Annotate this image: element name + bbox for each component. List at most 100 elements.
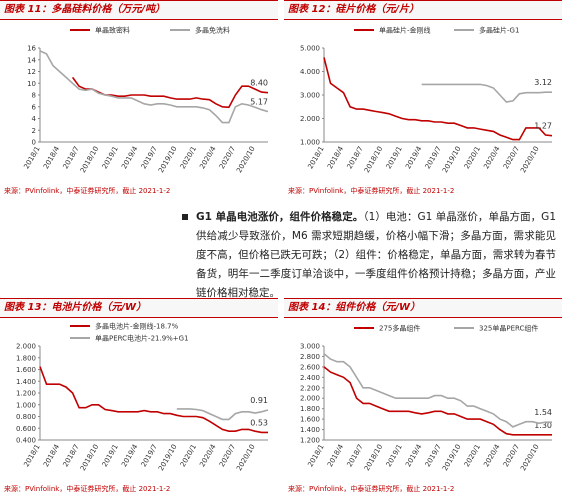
- figure-header: 图表 13：电池片价格（元/W）: [0, 298, 278, 318]
- legend-label: 单晶致密料: [95, 26, 130, 35]
- x-tick-label: 2020/7: [502, 145, 521, 170]
- figure-title: 组件价格（元/W）: [335, 302, 421, 313]
- x-tick-label: 2018/10: [363, 145, 384, 174]
- x-tick-label: 2020/7: [218, 145, 237, 170]
- data-label: 1.30: [534, 421, 552, 430]
- figure: 图表 12：硅片价格（元/片） 来源：PVinfolink，中泰证券研究所，截止 …: [284, 0, 562, 196]
- series-line: [71, 76, 269, 109]
- figure-title: 硅片价格（元/片）: [335, 4, 420, 15]
- figure-header: 图表 11：多晶硅料价格（万元/吨）: [0, 0, 278, 20]
- x-tick-label: 2018/7: [346, 443, 365, 468]
- x-tick-label: 2020/1: [179, 443, 198, 468]
- y-tick-label: 2.000: [16, 343, 36, 351]
- series-line: [323, 353, 552, 428]
- body-text: （1）电池：G1 单晶涨价，单晶方面，G1 供给减少导致涨价，M6 需求短期趋缓…: [196, 211, 556, 299]
- x-tick-label: 2018/4: [326, 443, 346, 469]
- figure-label: 图表 14：: [288, 302, 336, 313]
- y-tick-label: 14: [27, 56, 36, 64]
- figure-title: 多晶硅料价格（万元/吨）: [51, 4, 166, 15]
- x-tick-label: 2018/1: [306, 443, 325, 468]
- y-tick-label: 2.200: [300, 384, 320, 392]
- x-tick-label: 2019/1: [385, 443, 404, 468]
- chart: 1.200 1.400 1.600 1.800 2.000 2.200 2.400 2.600…: [300, 324, 552, 472]
- legend-label: 多晶电池片-金刚线-18.7%: [95, 322, 179, 331]
- figure-header: 图表 14：组件价格（元/W）: [284, 298, 562, 318]
- figure-label: 图表 13：: [4, 302, 52, 313]
- y-tick-label: 2.400: [300, 374, 320, 382]
- x-tick-label: 2018/7: [62, 145, 81, 170]
- x-tick-label: 2020/4: [482, 145, 502, 171]
- legend-label: 多晶硅片-G1: [479, 26, 519, 35]
- figure: 图表 14：组件价格（元/W） 来源：PVinfolink，中泰证券研究所，截止 …: [284, 298, 562, 494]
- legend-label: 单晶硅片-金刚线: [379, 26, 431, 35]
- x-tick-label: 2019/10: [441, 443, 462, 472]
- paragraph: G1 单晶电池涨价，组件价格稳定。（1）电池：G1 单晶涨价，单晶方面，G1 供…: [196, 208, 556, 303]
- x-tick-label: 2019/10: [157, 145, 178, 174]
- y-tick-label: 2.000: [300, 395, 320, 403]
- data-label: 0.91: [250, 396, 268, 405]
- y-tick-label: 3.000: [300, 343, 320, 351]
- figure: 图表 11：多晶硅料价格（万元/吨） 来源：PVinfolink，中泰证券研究所，…: [0, 0, 278, 196]
- y-tick-label: 1.400: [16, 378, 36, 386]
- x-tick-label: 2019/4: [404, 145, 424, 171]
- x-tick-label: 2020/10: [235, 443, 256, 472]
- data-label: 1.54: [534, 408, 552, 417]
- y-tick-label: 1.200: [300, 437, 320, 445]
- x-tick-label: 2020/7: [502, 443, 521, 468]
- y-tick-label: 2: [32, 127, 36, 135]
- series-line: [323, 366, 552, 436]
- x-tick-label: 2020/4: [198, 443, 218, 469]
- y-tick-label: 1.000: [16, 401, 36, 409]
- figure-header: 图表 12：硅片价格（元/片）: [284, 0, 562, 20]
- y-tick-label: 1.800: [16, 354, 36, 362]
- x-tick-label: 2019/1: [385, 145, 404, 170]
- x-tick-label: 2019/1: [101, 145, 120, 170]
- x-tick-label: 2019/4: [120, 145, 140, 171]
- x-tick-label: 2018/10: [79, 443, 100, 472]
- x-tick-label: 2018/1: [306, 145, 325, 170]
- x-tick-label: 2018/10: [79, 145, 100, 174]
- x-tick-label: 2020/1: [463, 145, 482, 170]
- series-line: [176, 408, 269, 421]
- x-tick-label: 2019/7: [140, 443, 159, 468]
- x-tick-label: 2018/10: [363, 443, 384, 472]
- y-tick-label: 2.800: [300, 353, 320, 361]
- source-note: 来源：PVinfolink，中泰证券研究所，截止 2021-1-2: [4, 485, 171, 493]
- y-tick-label: 3.000: [300, 92, 320, 100]
- figure: 图表 13：电池片价格（元/W） 来源：PVinfolink，中泰证券研究所，截止…: [0, 298, 278, 494]
- x-tick-label: 2020/7: [218, 443, 237, 468]
- y-tick-label: 1.400: [300, 426, 320, 434]
- chart: 0.400 0.600 0.800 1.000 1.200 1.400 1.600 1.800…: [16, 322, 269, 472]
- figure-title: 电池片价格（元/W）: [51, 302, 147, 313]
- y-tick-label: 1.600: [300, 416, 320, 424]
- series-line: [323, 57, 553, 141]
- x-tick-label: 2019/7: [424, 443, 443, 468]
- x-tick-label: 2020/1: [463, 443, 482, 468]
- bullet: [182, 214, 188, 220]
- x-tick-label: 2019/1: [101, 443, 120, 468]
- x-tick-label: 2019/7: [424, 145, 443, 170]
- source-note: 来源：PVinfolink，中泰证券研究所，截止 2021-1-2: [4, 187, 171, 195]
- y-tick-label: 0.400: [16, 437, 36, 445]
- figure-label: 图表 12：: [288, 4, 336, 15]
- x-tick-label: 2019/10: [441, 145, 462, 174]
- lead: G1 单晶电池涨价，组件价格稳定。: [196, 211, 364, 223]
- figure-label: 图表 11：: [4, 4, 52, 15]
- y-tick-label: 2.000: [300, 115, 320, 123]
- legend-label: 325单晶PERC组件: [479, 324, 538, 333]
- y-tick-label: 10: [27, 80, 36, 88]
- y-tick-label: 1.200: [16, 390, 36, 398]
- y-tick-label: 5.000: [300, 45, 320, 53]
- data-label: 1.27: [534, 122, 552, 131]
- x-tick-label: 2020/10: [235, 145, 256, 174]
- y-tick-label: 0: [32, 139, 36, 147]
- series-line: [39, 366, 268, 434]
- y-tick-label: 16: [27, 45, 36, 53]
- y-tick-label: 12: [27, 68, 36, 76]
- legend-label: 275多晶组件: [379, 324, 420, 333]
- y-tick-label: 4: [32, 115, 37, 123]
- x-tick-label: 2020/1: [179, 145, 198, 170]
- x-tick-label: 2019/7: [140, 145, 159, 170]
- series-line: [421, 83, 552, 103]
